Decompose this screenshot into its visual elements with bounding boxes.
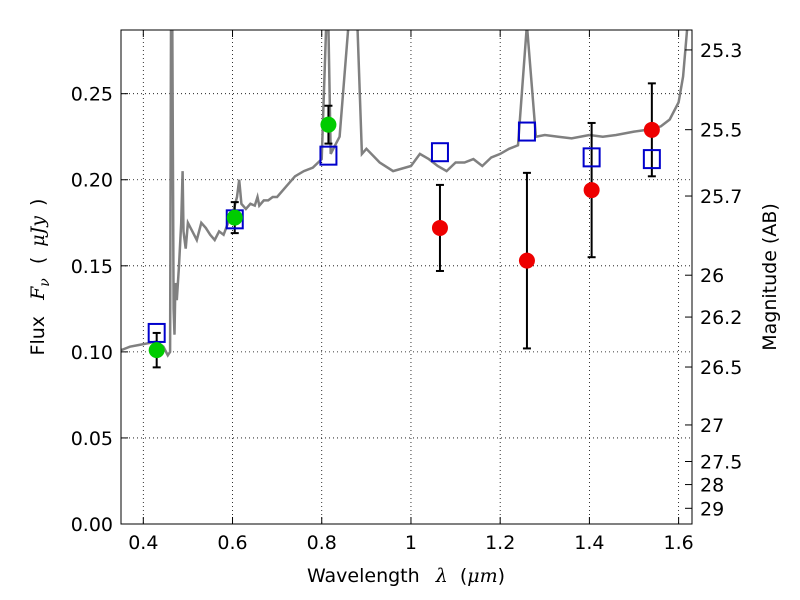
x-axis-label: Wavelength λ (μm) xyxy=(307,565,505,587)
x-axis-label-text: Wavelength xyxy=(307,565,420,587)
model-square-marker xyxy=(642,149,661,170)
y-axis-label: Flux Fν ( μJy ) xyxy=(27,199,54,356)
measured-point-marker xyxy=(431,219,448,236)
y2-tick-label: 25.7 xyxy=(700,186,742,208)
detected-point-marker xyxy=(226,209,243,226)
x-axis-label-symbol: λ xyxy=(435,565,448,587)
data-markers xyxy=(147,116,661,359)
y-tick-label: 0.15 xyxy=(71,256,113,278)
y2-tick-label: 29 xyxy=(700,498,724,520)
x-tick-label: 0.4 xyxy=(128,532,158,554)
y2-axis-label: Magnitude (AB) xyxy=(759,203,781,351)
y2-tick-label: 26 xyxy=(700,265,724,287)
y2-tick-label: 26.5 xyxy=(700,357,742,379)
y2-tick-label: 27.5 xyxy=(700,452,742,474)
y-tick-label: 0.05 xyxy=(71,428,113,450)
y-axis-label-unit-open: ( xyxy=(27,257,49,264)
y-axis-label-unit: μJy xyxy=(27,216,49,247)
grid-lines xyxy=(121,30,692,525)
plot-frame xyxy=(120,29,693,525)
y-tick-label: 0.25 xyxy=(71,84,113,106)
y-axis-label-unit-close: ) xyxy=(27,199,49,206)
x-tick-label: 1 xyxy=(405,532,417,554)
model-square-marker xyxy=(147,322,166,343)
x-axis-label-unit-open: ( xyxy=(460,565,467,587)
spectrum-line xyxy=(121,30,689,358)
x-tick-label: 0.6 xyxy=(217,532,247,554)
model-square-marker xyxy=(582,147,601,168)
y2-tick-label: 28 xyxy=(700,475,724,497)
axis-ticks: 0.4 0.6 0.8 1 1.2 1.4 1.6 0.00 0.05 0.10 0.15 0.20 0… xyxy=(71,30,742,554)
model-square-marker xyxy=(319,145,338,166)
y2-tick-label: 26.2 xyxy=(700,307,742,329)
model-square-marker xyxy=(517,121,536,142)
y2-tick-label: 25.5 xyxy=(700,120,742,142)
y-axis-label-text: Flux xyxy=(27,316,49,356)
x-axis-label-unit: μm xyxy=(467,565,497,587)
x-tick-label: 1.4 xyxy=(574,532,604,554)
detected-point-marker xyxy=(320,116,337,133)
x-axis-label-unit-close: ) xyxy=(498,565,505,587)
y2-tick-label: 27 xyxy=(700,415,724,437)
model-square-marker xyxy=(430,142,449,163)
y2-tick-label: 25.3 xyxy=(700,40,742,62)
y-tick-label: 0.10 xyxy=(71,342,113,364)
x-tick-label: 1.6 xyxy=(664,532,694,554)
measured-point-marker xyxy=(643,121,660,138)
x-tick-label: 1.2 xyxy=(485,532,515,554)
x-tick-label: 0.8 xyxy=(307,532,337,554)
y-axis-label-symbol: F xyxy=(27,286,49,301)
detected-point-marker xyxy=(148,342,165,359)
y-axis-label-subscript: ν xyxy=(37,278,53,287)
measured-point-marker xyxy=(518,252,535,269)
y-tick-label: 0.00 xyxy=(71,514,113,536)
y-tick-label: 0.20 xyxy=(71,170,113,192)
measured-point-marker xyxy=(583,182,600,199)
